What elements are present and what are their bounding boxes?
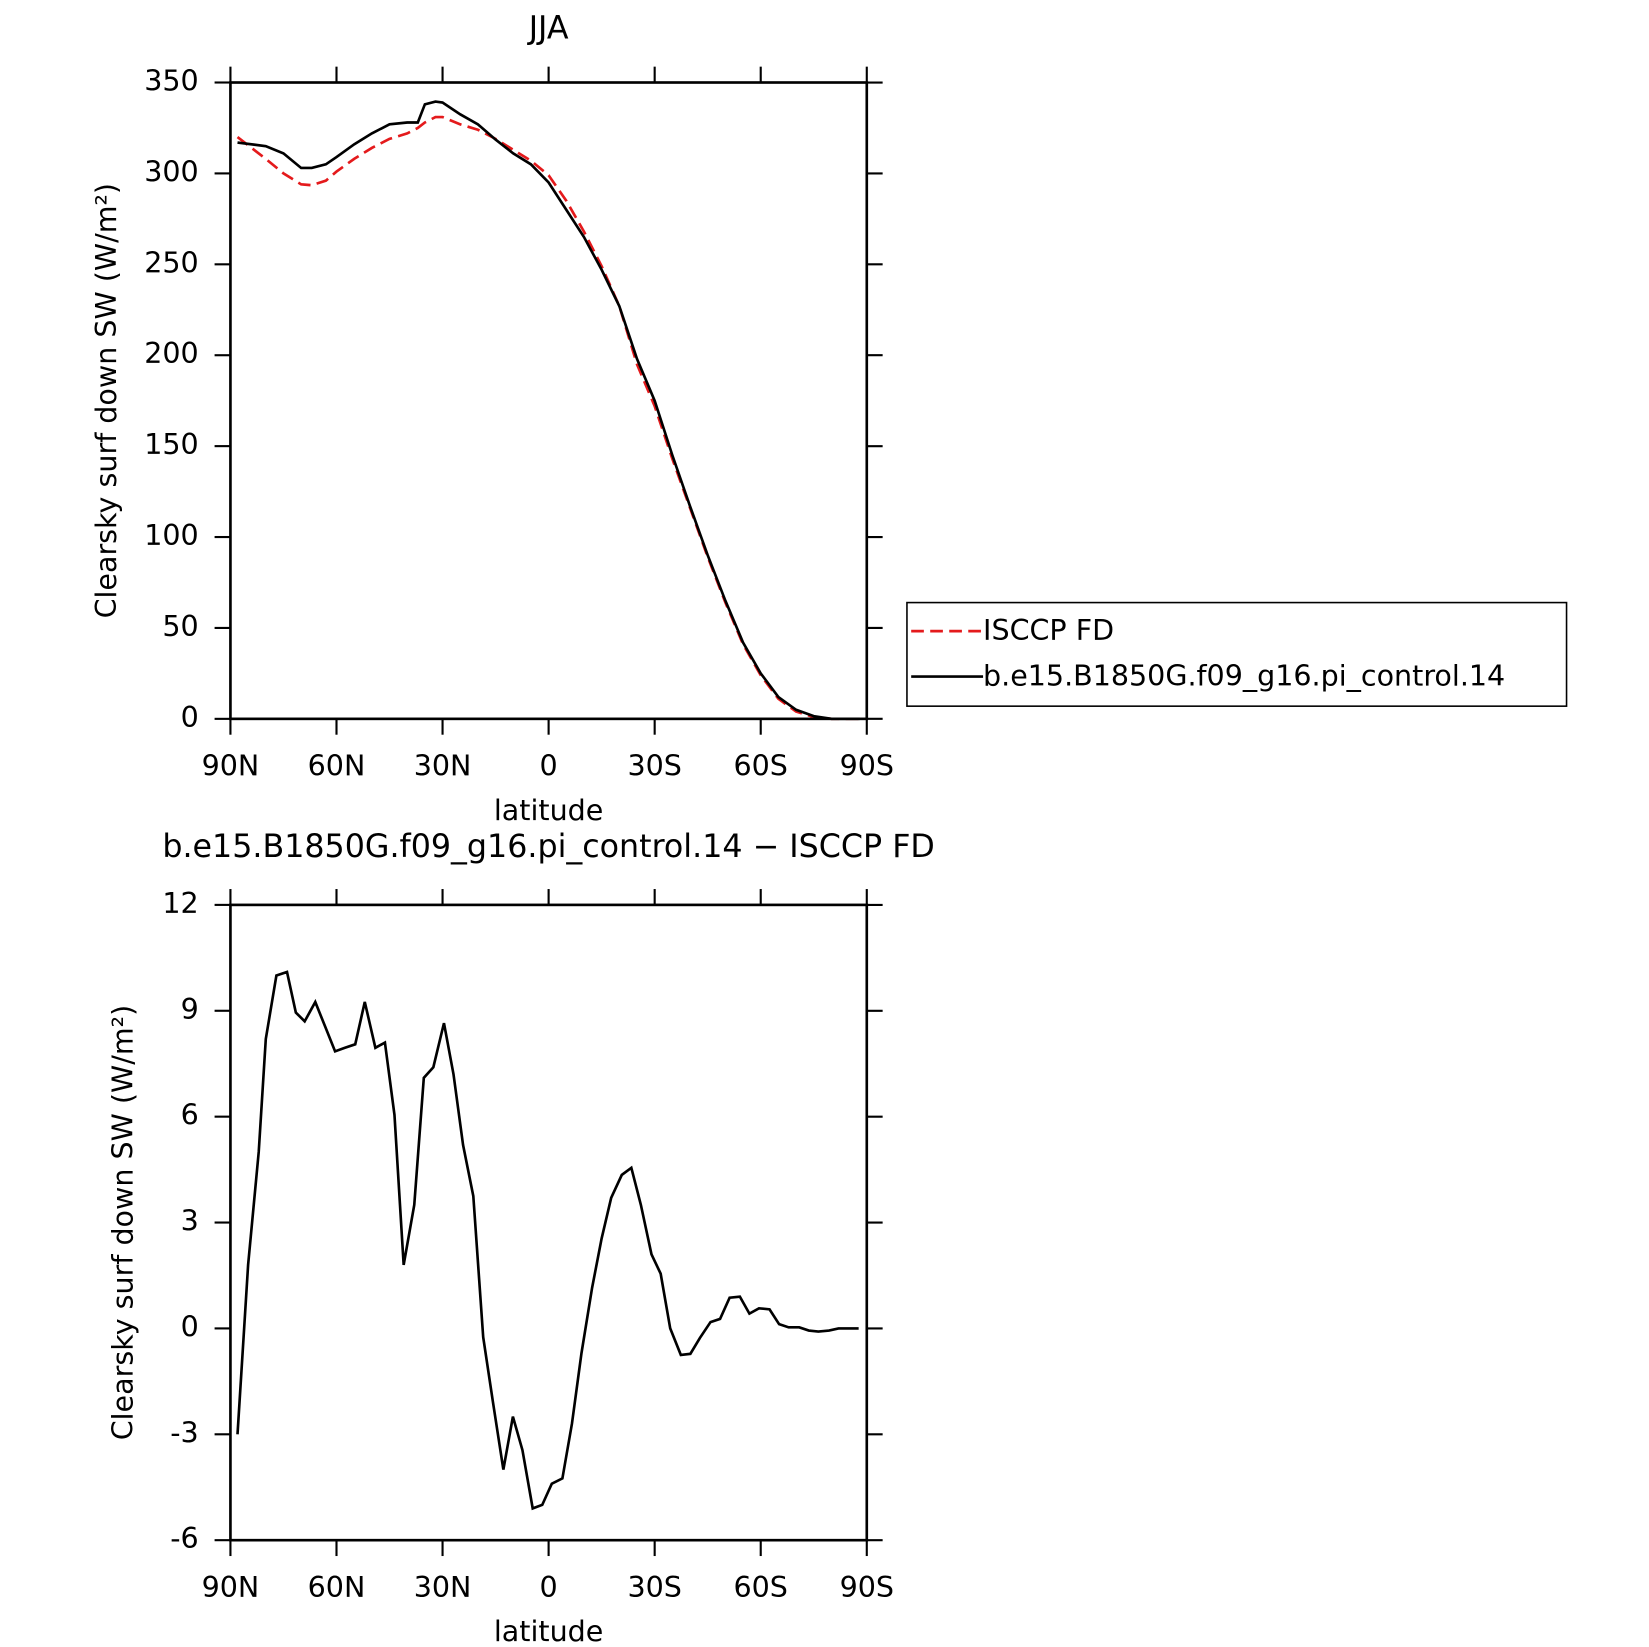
x-axis-label: latitude [494, 1615, 603, 1647]
x-tick-label: 90N [202, 1571, 260, 1604]
y-tick-label: 250 [144, 246, 198, 279]
y-tick-label: 150 [144, 428, 198, 461]
y-tick-label: 50 [162, 610, 198, 643]
legend-label: ISCCP FD [983, 614, 1114, 647]
y-tick-label: 300 [144, 155, 198, 188]
x-tick-label: 90N [202, 749, 260, 782]
legend-box [906, 601, 1568, 707]
y-axis-label: Clearsky surf down SW (W/m²) [90, 183, 123, 618]
x-tick-label: 60N [308, 749, 366, 782]
x-tick-label: 60N [308, 1571, 366, 1604]
legend-label: b.e15.B1850G.f09_g16.pi_control.14 [983, 660, 1505, 693]
chart-title: JJA [527, 11, 569, 47]
plot-frame [229, 81, 869, 721]
y-tick-label: 100 [144, 519, 198, 552]
data-line [237, 100, 860, 721]
x-tick-label: 30N [414, 1571, 472, 1604]
x-tick-label: 30S [627, 749, 681, 782]
x-tick-label: 0 [540, 1571, 558, 1604]
x-tick-label: 30N [414, 749, 472, 782]
x-tick-label: 90S [840, 749, 894, 782]
plot-frame [229, 903, 869, 1542]
y-tick-label: -6 [170, 1522, 198, 1555]
y-tick-label: 3 [181, 1205, 199, 1238]
x-tick-label: 60S [734, 1571, 788, 1604]
x-tick-label: 60S [734, 749, 788, 782]
y-tick-label: 12 [162, 887, 198, 920]
y-tick-label: 9 [181, 993, 199, 1026]
y-tick-label: 0 [181, 701, 199, 734]
x-tick-label: 90S [840, 1571, 894, 1604]
data-line [236, 970, 859, 1511]
y-tick-label: 0 [181, 1310, 199, 1343]
y-axis-label: Clearsky surf down SW (W/m²) [107, 1005, 140, 1441]
y-tick-label: 6 [181, 1099, 199, 1132]
y-tick-label: 200 [144, 337, 198, 370]
y-tick-label: -3 [170, 1416, 198, 1449]
data-line [236, 115, 860, 721]
chart-title: b.e15.B1850G.f09_g16.pi_control.14 − ISC… [162, 829, 935, 865]
y-tick-label: 350 [144, 65, 198, 98]
x-tick-label: 30S [627, 1571, 681, 1604]
x-axis-label: latitude [494, 794, 603, 827]
x-tick-label: 0 [540, 749, 558, 782]
